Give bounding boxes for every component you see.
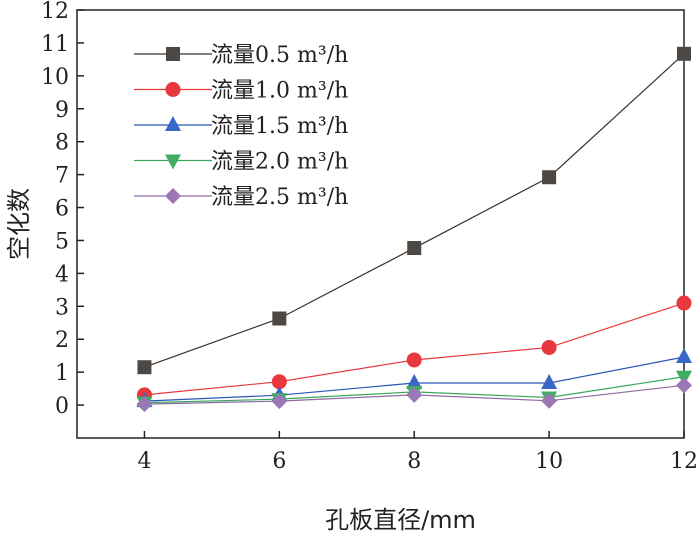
legend-prefix: 流量: [211, 185, 255, 210]
y-tick-label: 12: [41, 0, 69, 24]
y-tick-label: 10: [41, 65, 69, 90]
series-layer: [136, 46, 692, 413]
data-point: [272, 311, 287, 326]
data-point: [676, 295, 692, 311]
data-point: [406, 386, 423, 403]
x-tick-label: 8: [407, 449, 421, 474]
legend-unit: m³/h: [297, 114, 348, 139]
series-1: [137, 46, 691, 375]
legend-label: 流量0.5 m³/h: [211, 43, 348, 68]
legend-label: 流量1.0 m³/h: [211, 79, 348, 104]
legend-item: 流量2.5 m³/h: [134, 185, 348, 210]
y-tick-label: 5: [55, 229, 69, 254]
data-point: [541, 374, 558, 390]
y-tick-label: 7: [55, 164, 69, 189]
y-tick-label: 0: [55, 394, 69, 419]
data-point: [676, 377, 692, 394]
legend-marker: [165, 116, 181, 131]
data-point: [406, 374, 423, 390]
y-tick-label: 2: [55, 328, 69, 353]
data-point: [541, 339, 557, 355]
x-tick-label: 6: [272, 449, 286, 474]
x-tick-label: 4: [137, 449, 151, 474]
y-axis-title: 空化数: [5, 188, 33, 260]
legend-item: 流量2.0 m³/h: [134, 150, 348, 175]
legend-value: 1.5: [255, 114, 290, 139]
data-point: [137, 360, 152, 375]
plot-frame: [76, 9, 685, 439]
legend-item: 流量1.5 m³/h: [134, 114, 348, 139]
data-point: [541, 392, 558, 409]
legend-value: 2.0: [255, 150, 290, 175]
data-point: [676, 348, 692, 364]
legend-unit: m³/h: [297, 150, 348, 175]
legend-value: 2.5: [255, 185, 290, 210]
series-5: [136, 377, 692, 413]
legend-prefix: 流量: [211, 79, 255, 104]
legend-label: 流量2.0 m³/h: [211, 150, 348, 175]
y-tick-label: 4: [55, 262, 69, 287]
legend-marker: [165, 82, 181, 97]
legend-item: 流量1.0 m³/h: [134, 79, 348, 104]
series-2: [136, 295, 692, 403]
y-tick-label: 8: [55, 131, 69, 156]
y-tick-label: 3: [55, 295, 69, 320]
legend-unit: m³/h: [297, 185, 348, 210]
y-tick-label: 1: [55, 361, 69, 386]
legend-unit: m³/h: [297, 79, 348, 104]
data-point: [271, 393, 288, 410]
x-tick-label: 10: [535, 449, 563, 474]
x-axis-title: 孔板直径/mm: [325, 506, 476, 534]
legend-label: 流量2.5 m³/h: [211, 185, 348, 210]
y-tick-label: 11: [41, 32, 69, 57]
data-point: [406, 352, 422, 368]
y-tick-label: 6: [55, 197, 69, 222]
legend-unit: m³/h: [297, 43, 348, 68]
x-tick-label: 12: [670, 449, 698, 474]
legend-prefix: 流量: [211, 43, 255, 68]
legend-marker: [165, 188, 181, 204]
legend-item: 流量0.5 m³/h: [134, 43, 348, 68]
legend-value: 1.0: [255, 79, 290, 104]
legend-prefix: 流量: [211, 150, 255, 175]
y-tick-label: 9: [55, 98, 69, 123]
data-point: [542, 170, 557, 185]
legend-value: 0.5: [255, 43, 290, 68]
legend-marker: [165, 154, 181, 170]
data-point: [677, 46, 691, 61]
legend-prefix: 流量: [211, 114, 255, 139]
data-point: [407, 241, 422, 256]
legend-marker: [166, 47, 180, 61]
legend-label: 流量1.5 m³/h: [211, 114, 348, 139]
data-point: [136, 396, 153, 413]
data-point: [271, 374, 287, 390]
